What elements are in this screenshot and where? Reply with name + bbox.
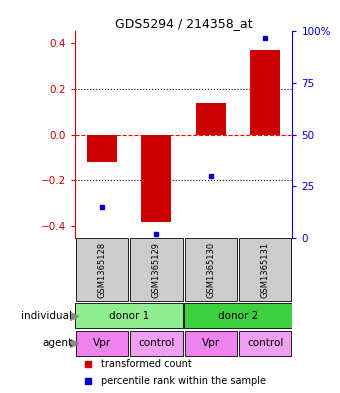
Text: donor 2: donor 2 [218, 311, 258, 321]
Bar [185, 239, 237, 301]
Text: Vpr: Vpr [202, 338, 220, 348]
Bar [75, 303, 183, 329]
Text: donor 1: donor 1 [109, 311, 149, 321]
Text: individual: individual [21, 311, 72, 321]
Bar [130, 331, 183, 356]
Bar [76, 331, 128, 356]
Text: GSM1365130: GSM1365130 [206, 242, 215, 298]
Title: GDS5294 / 214358_at: GDS5294 / 214358_at [115, 17, 252, 30]
Text: transformed count: transformed count [101, 359, 192, 369]
Bar [185, 331, 237, 356]
Text: GSM1365128: GSM1365128 [98, 242, 106, 298]
Bar [239, 331, 291, 356]
Text: control: control [138, 338, 174, 348]
Text: GSM1365131: GSM1365131 [261, 242, 270, 298]
Bar [87, 134, 117, 162]
Text: agent: agent [42, 338, 72, 348]
Bar [196, 103, 226, 134]
Bar [239, 239, 291, 301]
Bar [141, 134, 171, 222]
Text: percentile rank within the sample: percentile rank within the sample [101, 376, 266, 386]
Bar [250, 50, 280, 134]
Bar [184, 303, 292, 329]
Text: Vpr: Vpr [93, 338, 111, 348]
Text: GSM1365129: GSM1365129 [152, 242, 161, 298]
Bar [130, 239, 183, 301]
Bar [76, 239, 128, 301]
Text: control: control [247, 338, 283, 348]
